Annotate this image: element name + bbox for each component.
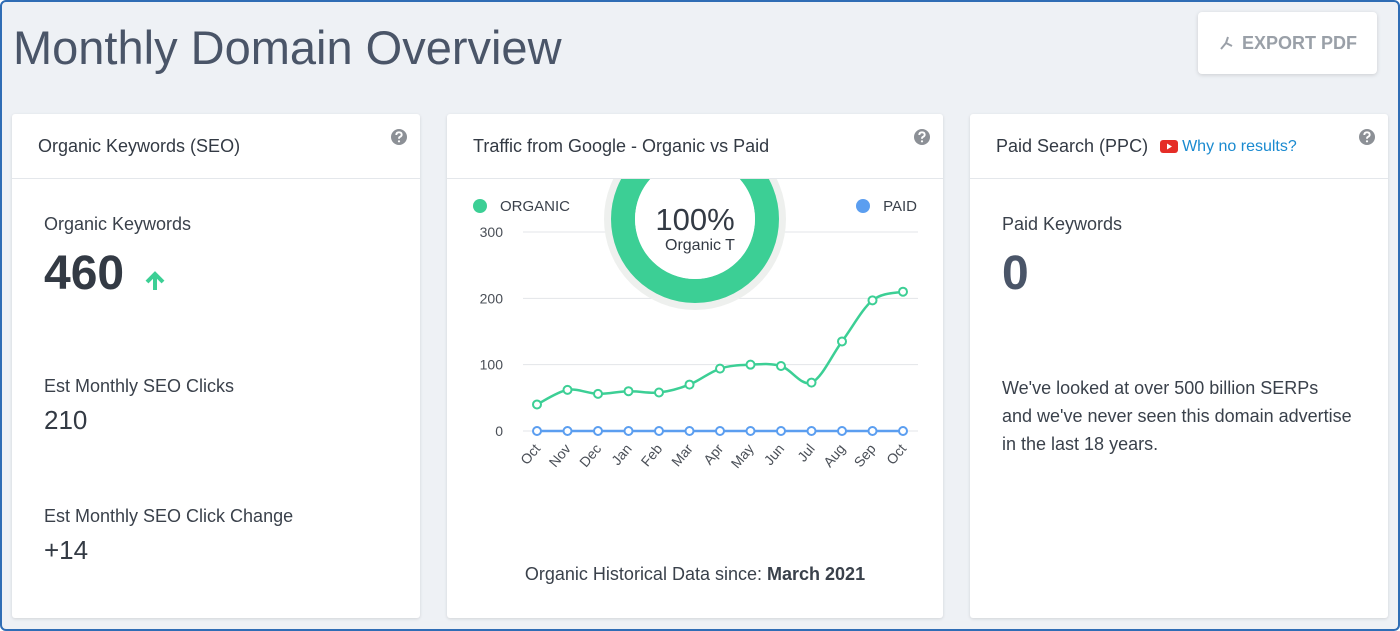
x-tick-label: Oct [517,441,543,468]
donut-halo [604,179,786,310]
metric-value: +14 [44,535,89,565]
card-header: Organic Keywords (SEO) [12,114,420,179]
export-button[interactable]: EXPORT PDF [1198,12,1377,74]
donut-value: 100% [655,202,734,237]
point-marker [837,336,847,347]
point-marker [867,295,878,306]
x-tick-label: Jan [608,441,635,469]
legend-marker [856,199,870,213]
card-header: Paid Search (PPC) Why no results? [970,114,1388,179]
x-tick-label: Mar [668,440,696,469]
point-marker [745,359,756,370]
point-marker [623,386,634,397]
card-title-row: Paid Search (PPC) Why no results? [996,136,1297,157]
metric-label: Organic Keywords [44,214,192,234]
point-marker [715,426,725,436]
legend-label: PAID [883,198,917,215]
point-marker [776,426,786,436]
point-marker [623,426,634,436]
series-line [536,290,904,406]
description: We've looked at over 500 billion SERPs a… [1002,378,1352,454]
y-tick-label: 100 [480,357,504,373]
organic-card: Organic Keywords (SEO) Organic Keywords … [12,114,420,618]
point-marker [562,384,573,395]
point-marker [532,399,542,410]
y-tick-label: 300 [480,224,504,240]
donut-caption-box: Organic Traffic [665,237,735,254]
metric-value: 0 [1002,247,1029,300]
metric-label: Est Monthly SEO Clicks [44,376,235,396]
up-arrow [145,271,165,290]
card-header: Traffic from Google - Organic vs Paid [447,114,943,179]
point-marker [593,426,603,436]
legend-label: ORGANIC [500,198,570,215]
youtube-icon [1160,140,1179,153]
chart-footer: Organic Historical Data since: March 202… [447,564,943,585]
x-tick-label: Jul [794,441,818,465]
metric-label: Est Monthly SEO Click Change [44,506,294,526]
footer-label: Organic Historical Data since: [524,564,762,584]
help-icon[interactable] [1358,128,1376,146]
point-marker [593,388,603,399]
point-marker [898,426,908,436]
page-title: Monthly Domain Overview [13,21,562,74]
point-marker [806,377,817,388]
donut-center [635,179,755,279]
x-tick-label: Aug [820,441,848,470]
point-marker [745,426,756,436]
x-tick-label: Sep [851,440,879,470]
point-marker [654,426,664,436]
x-tick-label: Jun [761,441,788,469]
point-marker [837,426,847,436]
donut-arc [611,179,779,303]
card-title: Paid Search (PPC) [996,136,1149,156]
why-link[interactable]: Why no results? [1182,137,1297,155]
card-title: Organic Keywords (SEO) [38,136,241,156]
point-marker [867,426,878,436]
footer-date: March 2021 [767,564,866,584]
point-marker [654,387,664,398]
point-marker [715,363,725,374]
metric-value: 210 [44,405,88,435]
x-tick-label: Nov [546,441,574,470]
y-tick-label: 0 [495,423,503,439]
help-icon[interactable] [913,128,931,146]
x-tick-label: Apr [700,440,726,467]
metric-label: Paid Keywords [1002,214,1123,234]
donut-caption: Organic Traffic [665,237,735,254]
x-tick-label: Oct [883,441,909,468]
point-marker [776,360,786,371]
y-tick-label: 200 [480,290,504,306]
metric-value: 460 [44,247,125,300]
paid-card: Paid Search (PPC) Why no results? Paid K… [970,114,1388,618]
export-label: EXPORT PDF [1241,32,1357,53]
x-tick-label: Dec [576,441,604,470]
card-title: Traffic from Google - Organic vs Paid [473,136,770,156]
help-icon[interactable] [390,128,408,146]
point-marker [898,286,908,297]
x-tick-label: May [728,441,757,472]
x-tick-label: Feb [638,440,666,469]
point-marker [562,426,573,436]
point-marker [532,426,542,436]
point-marker [684,379,695,390]
traffic-card: Traffic from Google - Organic vs Paid 0 1… [447,114,943,618]
point-marker [806,426,817,436]
point-marker [684,426,695,436]
pdf-icon [1220,36,1233,50]
legend-marker [473,199,487,213]
